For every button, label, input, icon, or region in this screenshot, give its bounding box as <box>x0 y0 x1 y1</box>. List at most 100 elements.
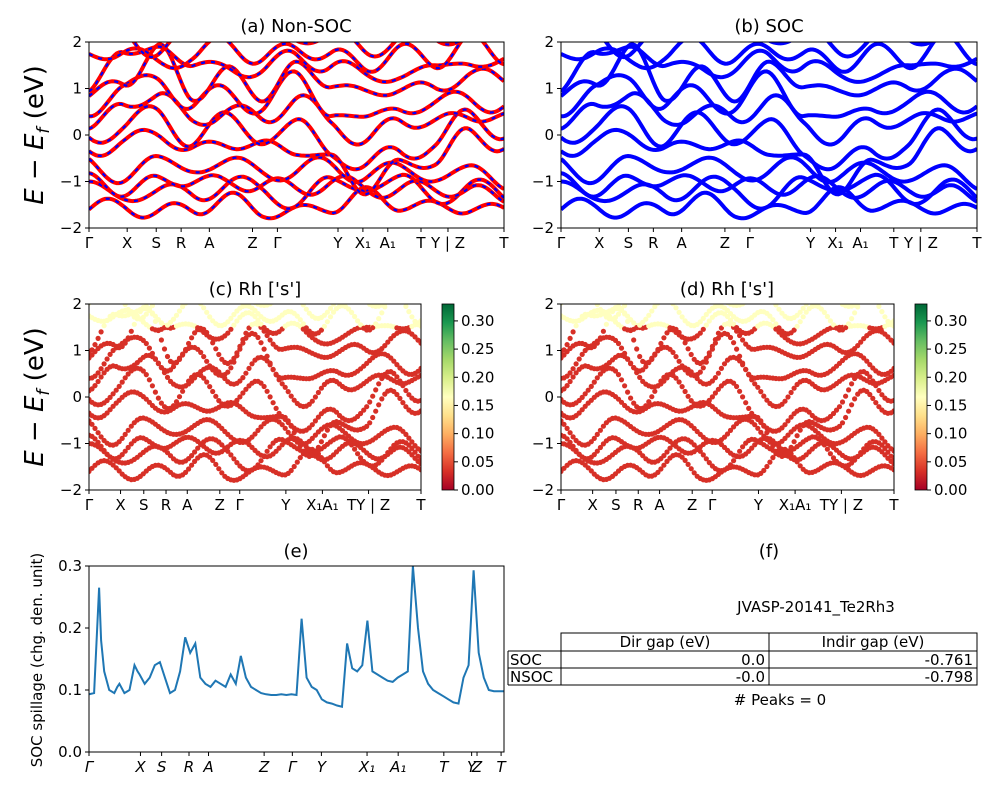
band-line-dash <box>89 173 504 210</box>
scatter-point <box>186 298 191 303</box>
scatter-point <box>120 297 125 302</box>
xtick-label: Z <box>258 758 270 776</box>
band-line <box>561 153 977 191</box>
scatter-point <box>577 284 582 289</box>
scatter-point <box>664 458 670 464</box>
scatter-point <box>830 455 837 461</box>
scatter-point <box>237 394 243 400</box>
scatter-point <box>870 296 875 301</box>
scatter-point <box>879 435 885 441</box>
xtick-label: Z <box>687 496 697 514</box>
scatter-point <box>394 292 399 297</box>
scatter-point <box>682 388 688 395</box>
scatter-point <box>89 421 95 427</box>
scatter-point <box>618 399 625 405</box>
ytick-label: −1 <box>60 435 82 453</box>
y-axis-label-top: E − Ef (eV) <box>20 65 54 205</box>
xtick-label: X₁ <box>827 234 843 252</box>
scatter-point <box>180 304 186 310</box>
scatter-point <box>594 448 600 454</box>
scatter-point <box>173 312 180 318</box>
scatter-point <box>89 297 94 302</box>
scatter-point <box>885 318 891 324</box>
scatter-point <box>303 306 309 312</box>
scatter-point <box>591 379 597 385</box>
scatter-point <box>800 314 806 320</box>
scatter-point <box>119 343 125 350</box>
scatter-point <box>318 439 324 445</box>
scatter-point <box>228 315 234 321</box>
scatter-point <box>800 305 806 311</box>
scatter-point <box>186 466 192 472</box>
scatter-point <box>122 340 128 346</box>
xtick-label: X <box>122 234 132 252</box>
scatter-point <box>143 372 149 378</box>
colorbar-tick-label: 0.30 <box>934 312 967 330</box>
scatter-point <box>579 394 585 400</box>
scatter-point <box>791 327 797 333</box>
scatter-point <box>192 458 198 464</box>
scatter-point <box>189 453 195 459</box>
scatter-point <box>876 431 882 437</box>
ytick-label: 1 <box>544 80 554 98</box>
scatter-point <box>827 451 834 457</box>
scatter-point <box>706 350 712 356</box>
scatter-point <box>703 322 709 328</box>
scatter-point <box>797 309 803 315</box>
scatter-point <box>836 404 843 410</box>
scatter-point <box>358 410 364 417</box>
y-axis-label-middle: E − Ef (eV) <box>20 327 54 467</box>
scatter-point <box>773 448 779 454</box>
scatter-point <box>297 443 303 449</box>
scatter-point <box>574 284 579 289</box>
scatter-point <box>849 316 855 322</box>
scatter-point <box>673 305 679 311</box>
scatter-point <box>321 323 327 329</box>
scatter-point <box>807 297 812 302</box>
xtick-label: Γ <box>236 496 245 514</box>
panel-a-title: (a) Non-SOC <box>240 16 351 37</box>
scatter-point <box>95 430 101 436</box>
scatter-point <box>346 288 351 293</box>
scatter-point <box>153 299 158 304</box>
scatter-point <box>189 297 194 302</box>
scatter-point <box>258 380 264 386</box>
xtick-label: S <box>151 234 161 252</box>
ytick-label: 0.2 <box>58 619 82 637</box>
scatter-point <box>99 287 104 292</box>
scatter-point <box>418 461 421 467</box>
ytick-label: −1 <box>60 173 82 191</box>
scatter-point <box>246 365 252 371</box>
scatter-point <box>643 291 648 296</box>
panel-d-yticks: −2 −1 0 1 2 <box>532 295 561 499</box>
scatter-point <box>673 295 678 300</box>
scatter-point <box>376 316 382 322</box>
scatter-point <box>210 457 216 463</box>
scatter-point <box>685 461 691 467</box>
scatter-point <box>561 386 567 392</box>
scatter-point <box>885 286 890 291</box>
scatter-point <box>267 360 273 366</box>
scatter-point <box>788 444 794 450</box>
colorbar-tick-label: 0.10 <box>461 425 494 443</box>
scatter-point <box>358 293 363 298</box>
scatter-point <box>343 289 348 294</box>
scatter-point <box>176 356 183 362</box>
scatter-point <box>731 321 737 327</box>
scatter-point <box>839 399 846 405</box>
scatter-point <box>406 286 411 291</box>
scatter-point <box>216 466 222 472</box>
colorbar-tick-label: 0.00 <box>934 481 967 499</box>
scatter-point <box>652 388 658 394</box>
ytick-label: −2 <box>60 219 82 237</box>
scatter-point <box>594 340 600 346</box>
scatter-point <box>855 304 861 306</box>
xtick-label: Γ <box>557 496 566 514</box>
scatter-point <box>755 384 761 390</box>
panel-b-bands <box>561 42 977 221</box>
scatter-point <box>597 306 604 313</box>
scatter-point <box>300 321 306 327</box>
